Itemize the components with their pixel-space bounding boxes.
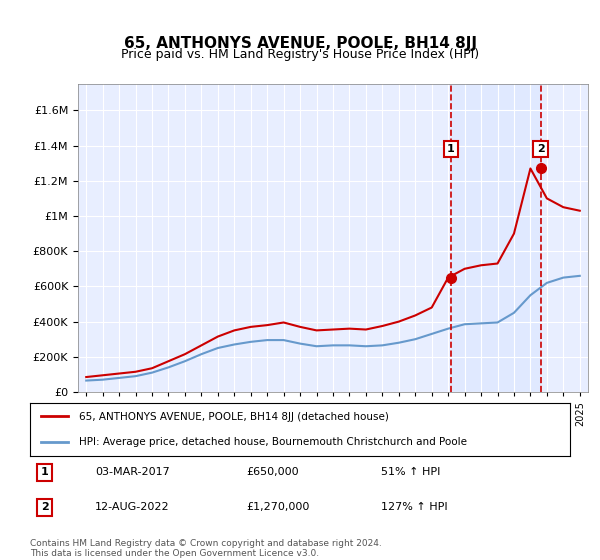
Bar xyxy=(451,84,541,392)
Text: 1: 1 xyxy=(447,144,455,154)
Text: Contains HM Land Registry data © Crown copyright and database right 2024.
This d: Contains HM Land Registry data © Crown c… xyxy=(30,539,382,558)
Text: 65, ANTHONYS AVENUE, POOLE, BH14 8JJ (detached house): 65, ANTHONYS AVENUE, POOLE, BH14 8JJ (de… xyxy=(79,412,388,422)
Text: 2: 2 xyxy=(537,144,544,154)
Text: 1: 1 xyxy=(41,468,49,478)
Text: 127% ↑ HPI: 127% ↑ HPI xyxy=(381,502,448,512)
Text: 12-AUG-2022: 12-AUG-2022 xyxy=(95,502,169,512)
Text: Price paid vs. HM Land Registry's House Price Index (HPI): Price paid vs. HM Land Registry's House … xyxy=(121,48,479,60)
Text: £1,270,000: £1,270,000 xyxy=(246,502,310,512)
Text: HPI: Average price, detached house, Bournemouth Christchurch and Poole: HPI: Average price, detached house, Bour… xyxy=(79,436,467,446)
Text: 03-MAR-2017: 03-MAR-2017 xyxy=(95,468,170,478)
Text: £650,000: £650,000 xyxy=(246,468,299,478)
Text: 65, ANTHONYS AVENUE, POOLE, BH14 8JJ: 65, ANTHONYS AVENUE, POOLE, BH14 8JJ xyxy=(124,36,476,52)
Text: 2: 2 xyxy=(41,502,49,512)
Text: 51% ↑ HPI: 51% ↑ HPI xyxy=(381,468,440,478)
